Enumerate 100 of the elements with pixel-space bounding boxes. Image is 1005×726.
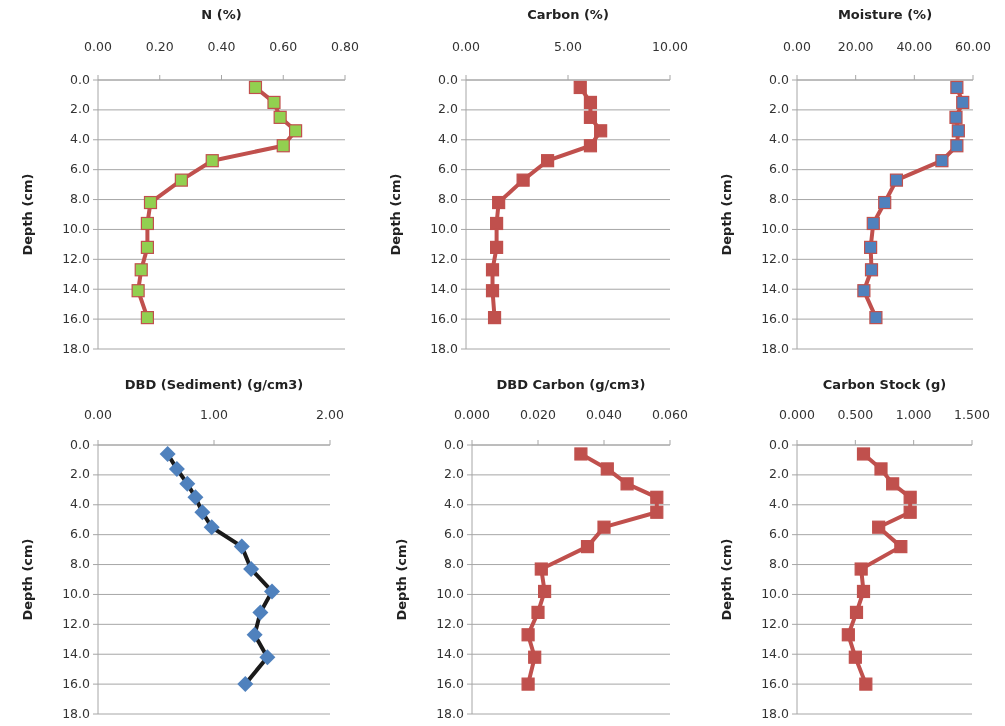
point — [276, 139, 290, 153]
point — [573, 80, 587, 95]
point — [179, 475, 196, 492]
point — [878, 195, 892, 210]
point — [600, 462, 614, 476]
y-tick-label: 0.0 — [444, 436, 465, 452]
point — [935, 154, 949, 168]
point — [866, 216, 880, 231]
point — [252, 604, 269, 621]
point — [854, 562, 868, 576]
point — [140, 311, 154, 325]
point — [143, 195, 158, 210]
point — [289, 124, 303, 138]
point — [534, 562, 548, 576]
y-tick-label: 0.0 — [769, 436, 790, 452]
point — [841, 628, 855, 642]
x-tick-label: 0.40 — [207, 38, 236, 54]
y-tick-label: 18.0 — [62, 705, 91, 721]
x-tick-label: 10.00 — [652, 38, 688, 54]
x-tick-label: 5.00 — [554, 38, 582, 54]
point — [857, 284, 871, 298]
y-tick-label: 14.0 — [62, 645, 91, 661]
x-tick-label: 0.060 — [652, 406, 688, 422]
x-tick-label: 0.000 — [454, 406, 490, 422]
y-tick-label: 6.0 — [438, 161, 459, 177]
point — [485, 284, 500, 298]
point — [168, 460, 185, 477]
y-tick-label: 4.0 — [769, 496, 790, 512]
y-tick-label: 16.0 — [430, 310, 459, 326]
point — [580, 540, 595, 554]
point — [848, 650, 862, 664]
y-tick-label: 2.0 — [769, 466, 790, 482]
y-tick-label: 10.0 — [62, 220, 91, 236]
y-tick-label: 8.0 — [438, 191, 459, 207]
y-axis-title: Depth (cm) — [387, 173, 403, 256]
y-tick-label: 0.0 — [70, 436, 91, 452]
y-tick-label: 14.0 — [761, 645, 790, 661]
x-tick-label: 0.00 — [84, 38, 112, 54]
y-axis-title: Depth (cm) — [718, 538, 734, 621]
x-tick-label: 0.00 — [783, 38, 811, 54]
y-tick-label: 12.0 — [62, 250, 91, 266]
x-tick-label: 0.80 — [331, 38, 359, 54]
chart-title: Moisture (%) — [837, 6, 933, 22]
y-tick-label: 16.0 — [761, 675, 790, 691]
y-axis-title: Depth (cm) — [718, 173, 734, 256]
point — [889, 173, 904, 187]
x-tick-label: 0.00 — [84, 406, 112, 422]
point — [205, 154, 219, 168]
y-tick-label: 16.0 — [761, 310, 790, 326]
point — [237, 676, 254, 693]
point — [950, 139, 964, 153]
y-tick-label: 16.0 — [62, 310, 91, 326]
point — [594, 124, 608, 138]
point — [521, 628, 535, 642]
y-tick-label: 16.0 — [436, 675, 465, 691]
x-tick-label: 0.020 — [520, 406, 556, 422]
x-tick-label: 1.500 — [954, 406, 990, 422]
point — [856, 584, 871, 599]
point — [492, 195, 506, 210]
y-tick-label: 12.0 — [430, 250, 459, 266]
y-tick-label: 8.0 — [70, 191, 91, 207]
y-tick-label: 0.0 — [70, 71, 91, 87]
x-tick-label: 60.00 — [955, 38, 991, 54]
point — [956, 95, 970, 110]
point — [140, 240, 154, 254]
point — [131, 284, 145, 298]
y-tick-label: 18.0 — [436, 705, 465, 721]
point — [903, 505, 917, 519]
y-tick-label: 4.0 — [70, 496, 91, 512]
y-tick-label: 6.0 — [769, 526, 790, 542]
y-tick-label: 14.0 — [761, 280, 790, 296]
point — [187, 489, 204, 506]
y-tick-label: 2.0 — [444, 466, 465, 482]
y-tick-label: 14.0 — [62, 280, 91, 296]
y-tick-label: 8.0 — [769, 191, 790, 207]
y-tick-label: 12.0 — [436, 615, 465, 631]
x-tick-label: 0.000 — [779, 406, 815, 422]
point — [485, 263, 500, 277]
point — [246, 626, 263, 643]
point — [574, 447, 588, 461]
point — [583, 95, 598, 110]
point — [874, 462, 888, 476]
point — [951, 124, 965, 138]
point — [521, 677, 535, 691]
y-tick-label: 6.0 — [70, 161, 91, 177]
y-tick-label: 8.0 — [444, 556, 465, 572]
y-tick-label: 10.0 — [436, 585, 465, 601]
chart-title: DBD Carbon (g/cm3) — [496, 376, 646, 392]
point — [140, 216, 154, 231]
y-tick-label: 2.0 — [70, 101, 91, 117]
y-axis-title: Depth (cm) — [19, 173, 35, 256]
y-tick-label: 18.0 — [430, 340, 459, 356]
y-tick-label: 14.0 — [430, 280, 459, 296]
point — [273, 110, 287, 124]
point — [903, 490, 917, 504]
point — [159, 445, 176, 462]
y-tick-label: 6.0 — [444, 526, 465, 542]
point — [516, 173, 530, 187]
x-tick-label: 40.00 — [896, 38, 933, 54]
y-tick-label: 12.0 — [761, 615, 790, 631]
